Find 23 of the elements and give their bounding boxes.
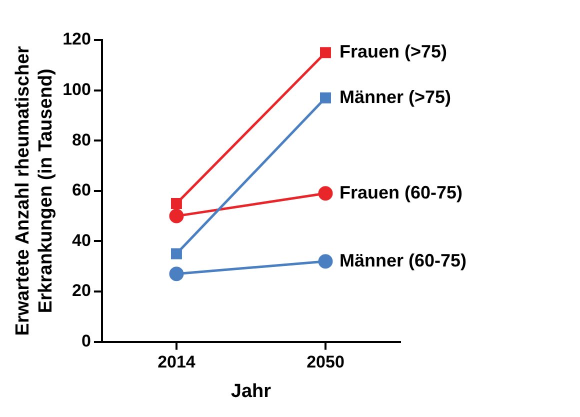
point <box>318 254 333 269</box>
point <box>170 198 182 209</box>
y-tick-label: 100 <box>62 80 91 99</box>
point <box>318 186 333 201</box>
y-tick-label: 80 <box>72 130 91 150</box>
point <box>169 208 184 224</box>
x-axis-title: Jahr <box>230 380 272 402</box>
series-label: Männer (60-75) <box>339 250 467 270</box>
series-label: Männer (>75) <box>339 86 452 107</box>
point <box>320 47 331 58</box>
point <box>320 92 331 104</box>
y-tick-label: 0 <box>81 331 91 350</box>
series-label: Frauen (>75) <box>339 42 448 62</box>
y-axis-title: Erwartete Anzahl rheumatischer Erkrankungen (in Tausend) <box>12 45 56 336</box>
y-tick-label: 40 <box>72 230 91 250</box>
y-tick-label: 20 <box>72 281 91 300</box>
point <box>170 248 182 260</box>
x-tick-label: 2014 <box>158 352 196 372</box>
y-tick-label: 120 <box>62 30 91 49</box>
x-tick-label: 2050 <box>306 352 344 372</box>
y-tick-label: 60 <box>72 180 91 200</box>
series-label: Frauen (60-75) <box>339 182 463 202</box>
point <box>169 266 184 282</box>
